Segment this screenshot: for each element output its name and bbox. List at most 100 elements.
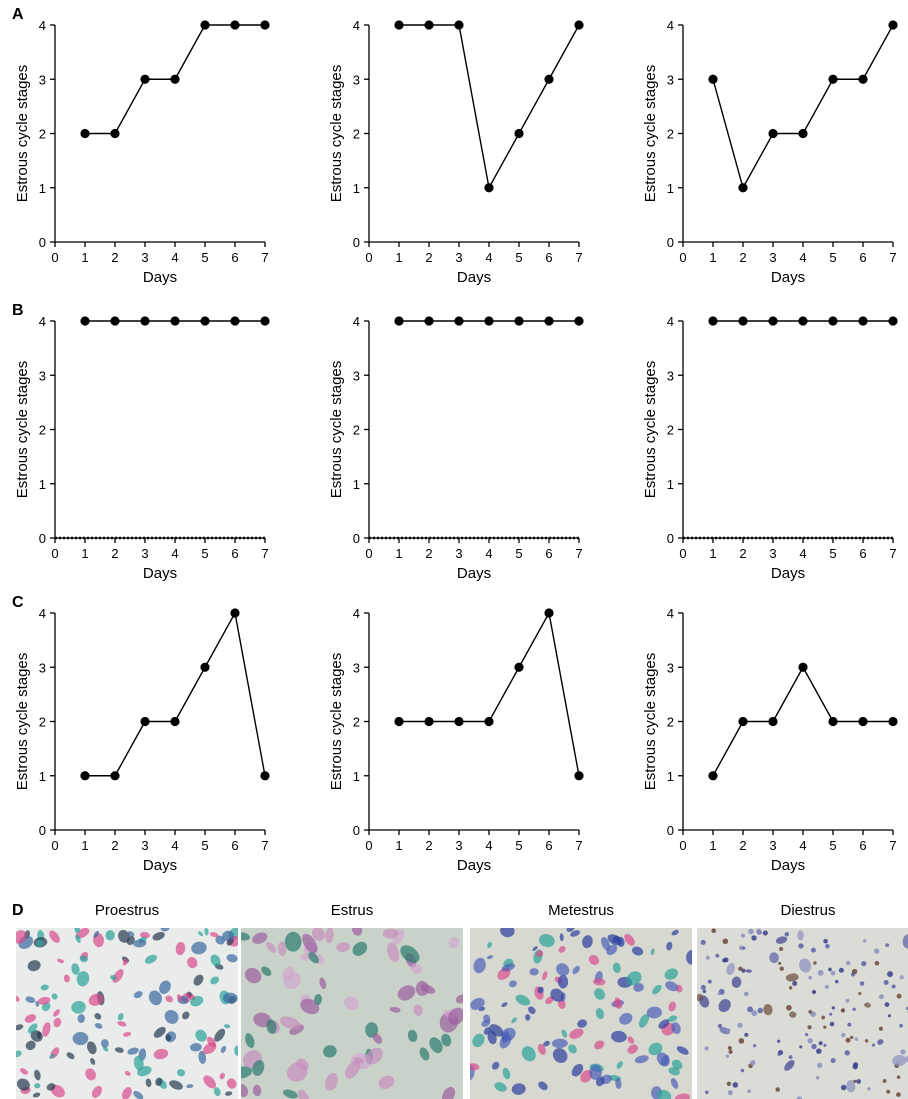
cell-nucleus: [756, 928, 762, 934]
x-tick-label: 3: [141, 250, 148, 265]
cell-nucleus: [700, 984, 706, 990]
cell-nucleus: [823, 1025, 827, 1029]
y-tick-label: 2: [353, 715, 360, 730]
cell: [319, 977, 327, 990]
cell: [594, 1040, 605, 1050]
cell: [487, 1030, 497, 1045]
cell-nucleus: [852, 1007, 856, 1012]
cell-nucleus: [762, 930, 768, 936]
cell-nucleus: [844, 1050, 850, 1056]
cell: [182, 1011, 190, 1020]
x-tick-label: 3: [141, 546, 148, 561]
cell: [538, 933, 555, 948]
cell: [133, 1055, 144, 1071]
cell-nucleus: [786, 1004, 792, 1011]
micrograph-title-diestrus: Diestrus: [780, 902, 836, 919]
y-tick-label: 4: [667, 606, 674, 621]
cell: [241, 1083, 249, 1098]
data-point: [110, 316, 120, 326]
data-point: [738, 716, 748, 727]
x-axis-label: Days: [771, 269, 805, 286]
cell: [252, 1059, 265, 1076]
x-axis-label: Days: [457, 565, 491, 582]
cell: [66, 1052, 75, 1060]
y-tick-label: 2: [39, 715, 46, 730]
cell: [638, 1014, 650, 1028]
cell: [175, 941, 186, 956]
data-point: [260, 771, 270, 781]
x-tick-label: 0: [365, 838, 372, 853]
x-tick-label: 3: [455, 546, 462, 561]
cell: [90, 1057, 96, 1065]
cell: [16, 995, 20, 1002]
cell-nucleus: [871, 1043, 876, 1047]
data-point: [768, 316, 778, 326]
cell: [176, 994, 183, 1002]
y-tick-label: 0: [39, 531, 46, 546]
cell-nucleus: [723, 957, 729, 963]
y-tick-label: 3: [39, 660, 46, 675]
cell: [670, 1077, 679, 1089]
data-point: [484, 716, 494, 727]
cell: [455, 994, 463, 1004]
cell-nucleus: [823, 1043, 827, 1047]
x-axis-label: Days: [143, 857, 177, 874]
cell-nucleus: [749, 1059, 756, 1066]
cell: [569, 1028, 584, 1039]
cell: [36, 939, 43, 948]
cell: [144, 954, 157, 964]
cell: [16, 1050, 22, 1058]
x-tick-label: 5: [515, 546, 522, 561]
micrograph-metestrus: [470, 928, 692, 1099]
cell: [419, 1047, 430, 1061]
cell: [286, 1062, 308, 1082]
cell: [389, 1006, 401, 1013]
cell-nucleus: [887, 1014, 892, 1018]
data-point: [708, 316, 718, 326]
cell: [308, 952, 319, 964]
cell-nucleus: [896, 1075, 901, 1079]
cell-nucleus: [816, 1062, 823, 1069]
cell: [266, 1019, 277, 1034]
data-point: [768, 716, 778, 727]
y-axis-label: Estrous cycle stages: [642, 65, 659, 203]
cell-nucleus: [777, 1052, 781, 1056]
cell: [189, 1043, 202, 1052]
cell: [193, 974, 204, 986]
cell: [27, 960, 41, 972]
y-axis-label: Estrous cycle stages: [642, 653, 659, 791]
cell-nucleus: [742, 946, 746, 950]
y-tick-label: 2: [39, 127, 46, 142]
cell: [159, 980, 171, 995]
micrograph-title-proestrus: Proestrus: [94, 902, 160, 919]
cell: [509, 980, 517, 988]
cell: [214, 1028, 226, 1042]
cell: [387, 942, 400, 963]
cell-nucleus: [732, 1082, 739, 1088]
cell-nucleus: [740, 1068, 745, 1073]
cell-nucleus: [838, 967, 844, 973]
cell: [323, 1045, 337, 1058]
x-tick-label: 6: [545, 250, 552, 265]
cell: [580, 1069, 593, 1083]
y-axis-label: Estrous cycle stages: [14, 65, 31, 203]
data-point: [424, 20, 434, 30]
cell: [515, 994, 531, 1006]
cell: [153, 1048, 169, 1060]
chart-3: 0 1 2 3 4 0 1 2 3 4 5 6 7 Days Estrous cycle stages: [642, 18, 898, 286]
y-tick-label: 1: [39, 181, 46, 196]
cell: [400, 945, 420, 963]
cell: [102, 1046, 109, 1052]
micrograph-diestrus: [697, 928, 908, 1099]
x-tick-label: 4: [171, 838, 178, 853]
data-point: [140, 716, 150, 727]
cell: [352, 928, 363, 936]
cell-nucleus: [811, 947, 816, 953]
cell: [487, 941, 493, 949]
cell: [94, 1012, 102, 1020]
cell: [606, 944, 618, 956]
cell: [241, 932, 250, 941]
data-point: [798, 662, 808, 672]
cell-nucleus: [779, 966, 784, 971]
x-tick-label: 0: [51, 250, 58, 265]
